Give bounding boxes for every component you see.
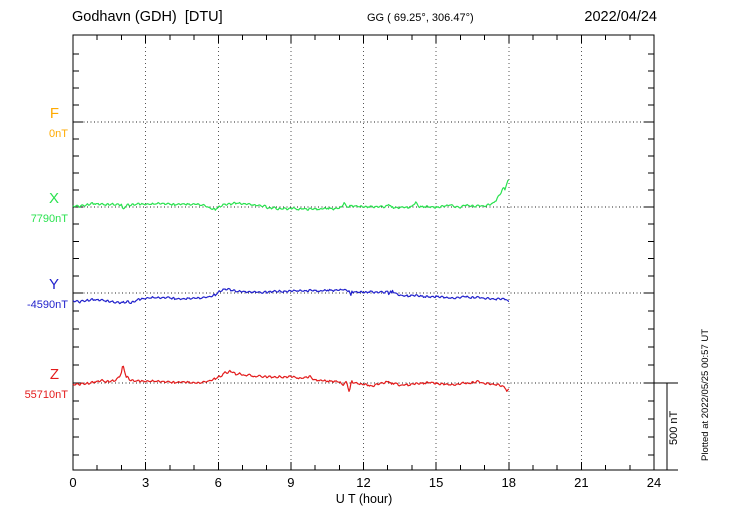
geographic-coordinates: GG ( 69.25°, 306.47°): [367, 12, 474, 24]
component-letter: Z: [49, 366, 59, 383]
component-letter: F: [49, 105, 59, 122]
x-tick-label: 9: [287, 475, 295, 490]
plot-date: 2022/04/24: [584, 9, 657, 25]
x-tick-label: 18: [501, 475, 516, 490]
component-baseline-value: -4590nT: [27, 299, 68, 311]
plot-frame: [72, 34, 655, 471]
trace-z: [72, 365, 510, 392]
x-tick-label: 15: [428, 475, 444, 490]
scale-bar-label: 500 nT: [668, 410, 680, 446]
x-tick-label: 12: [356, 475, 371, 490]
x-tick-label: 0: [69, 475, 77, 490]
component-baseline-value: 7790nT: [30, 213, 68, 225]
trace-x: [72, 179, 510, 211]
x-axis-title: U T (hour): [335, 492, 393, 506]
component-baseline-value: 0nT: [49, 128, 68, 140]
component-letter: Y: [48, 276, 59, 293]
x-tick-label: 24: [646, 475, 662, 490]
plotted-timestamp: Plotted at 2022/05/25 00:57 UT: [700, 328, 711, 462]
component-label-x: X 7790nT: [8, 190, 68, 226]
x-tick-label: 21: [574, 475, 589, 490]
trace-y: [72, 287, 510, 305]
component-baseline-value: 55710nT: [24, 389, 68, 401]
component-label-z: Z 55710nT: [8, 366, 68, 402]
component-label-f: F 0nT: [8, 105, 68, 141]
x-tick-label: 6: [214, 475, 222, 490]
component-letter: X: [48, 190, 59, 207]
component-label-y: Y -4590nT: [8, 276, 68, 312]
station-title: Godhavn (GDH) [DTU]: [72, 9, 223, 25]
x-tick-label: 3: [142, 475, 150, 490]
